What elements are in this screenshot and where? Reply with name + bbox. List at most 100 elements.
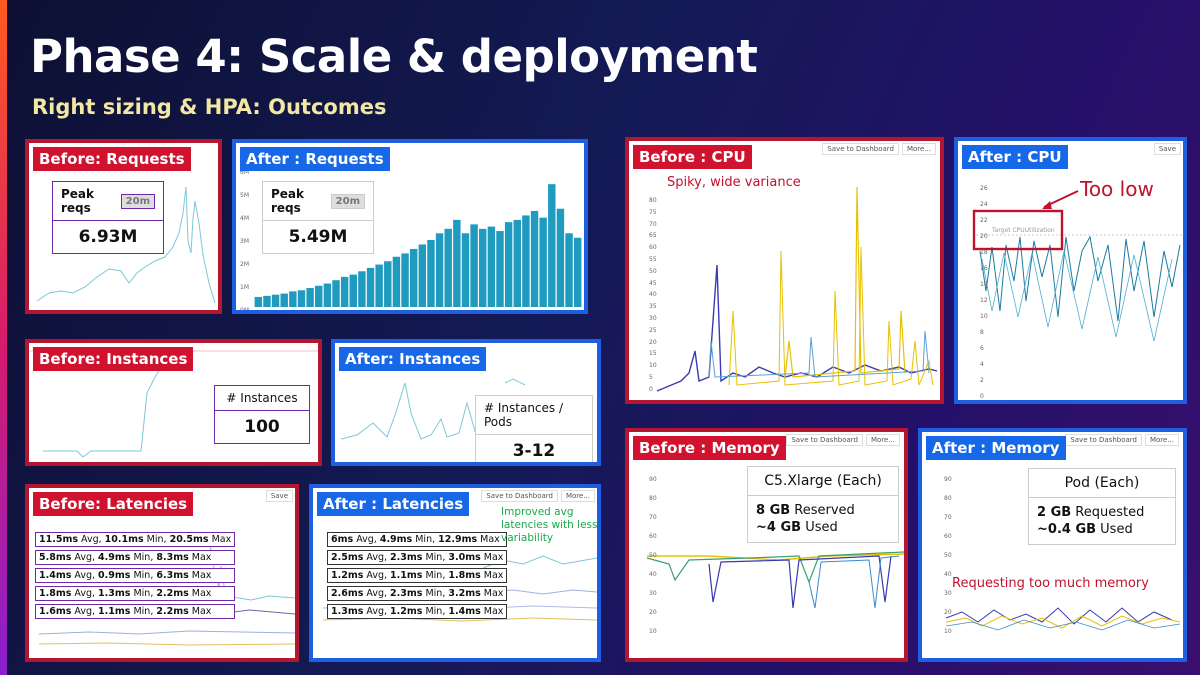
more-button[interactable]: More... <box>560 490 595 502</box>
stat-label: # Instances / Pods <box>475 395 593 435</box>
y-tick-label: 6 <box>980 345 984 352</box>
before-requests-chart <box>36 186 216 304</box>
after-requests-stat: Peak reqs 20m 5.49M <box>262 181 374 254</box>
before-requests-panel: Before: Requests Peak reqs 20m 6.93M <box>25 139 222 314</box>
save-to-dashboard-button[interactable]: Save to Dashboard <box>822 143 899 155</box>
latency-row: 1.8ms Avg, 1.3ms Min, 2.2ms Max <box>35 586 236 601</box>
requests-bar <box>522 215 530 307</box>
latency-min-label: Min, <box>130 588 157 599</box>
y-tick-label: 6M <box>240 169 249 176</box>
toolbar: Save to Dashboard More... <box>783 434 900 446</box>
after-latency-list: 6ms Avg, 4.9ms Min, 12.9ms Max 2.5ms Avg,… <box>327 532 508 622</box>
window-badge: 20m <box>120 193 155 209</box>
latency-min: 1.1ms <box>390 570 423 581</box>
latency-row: 2.6ms Avg, 2.3ms Min, 3.2ms Max <box>327 586 508 601</box>
requests-bar <box>504 222 513 307</box>
latency-min-label: Min, <box>130 606 157 617</box>
latency-min: 4.9ms <box>379 534 413 545</box>
latency-max-label: Max <box>480 552 504 563</box>
requests-bar <box>496 231 504 307</box>
more-button[interactable]: More... <box>865 434 900 446</box>
latency-row: 6ms Avg, 4.9ms Min, 12.9ms Max <box>327 532 508 547</box>
more-button[interactable]: More... <box>1144 434 1179 446</box>
latency-min: 0.9ms <box>98 570 131 581</box>
stat-label: Peak reqs <box>271 187 305 215</box>
latency-avg: 2.6ms <box>331 588 364 599</box>
reserved-label: Reserved <box>794 503 855 518</box>
latency-min-label: Min, <box>130 570 157 581</box>
requested-value: 2 GB <box>1037 505 1072 520</box>
latency-avg: 1.6ms <box>39 606 72 617</box>
requests-bar <box>487 226 496 307</box>
before-instances-panel: Before: Instances # Instances 100 <box>25 339 322 466</box>
latency-min-label: Min, <box>422 588 449 599</box>
y-tick-label: 10 <box>980 313 988 320</box>
requests-bar <box>271 294 280 307</box>
save-to-dashboard-button[interactable]: Save to Dashboard <box>1065 434 1142 446</box>
y-tick-label: 40 <box>649 291 657 299</box>
y-tick-label: 16 <box>980 265 988 272</box>
latency-max: 1.8ms <box>448 570 481 581</box>
before-memory-panel: Before : Memory Save to Dashboard More...… <box>625 428 908 662</box>
latency-min-label: Min, <box>412 534 439 545</box>
latency-max-label: Max <box>480 606 504 617</box>
used-value: ~0.4 GB <box>1037 522 1097 537</box>
y-tick-label: 10 <box>944 628 952 635</box>
y-tick-label: 65 <box>649 232 657 240</box>
latency-min: 1.3ms <box>98 588 131 599</box>
before-requests-tag: Before: Requests <box>33 147 191 171</box>
y-tick-label: 20 <box>944 609 952 616</box>
memory-note: Requesting too much memory <box>952 576 1149 591</box>
slide-subtitle: Right sizing & HPA: Outcomes <box>32 95 387 119</box>
requested-label: Requested <box>1075 505 1145 520</box>
after-latencies-tag: After : Latencies <box>317 492 470 516</box>
latency-min-label: Min, <box>130 552 157 563</box>
latency-min: 4.9ms <box>98 552 131 563</box>
too-low-callout: Too low <box>1080 177 1154 201</box>
each-label: (Each) <box>1094 475 1140 491</box>
y-tick-label: 40 <box>649 571 657 578</box>
requests-bar <box>280 293 288 307</box>
save-to-dashboard-button[interactable]: Save to Dashboard <box>481 490 558 502</box>
before-cpu-panel: Before : CPU Save to Dashboard More... Sp… <box>625 137 944 404</box>
save-button[interactable]: Save <box>1153 143 1181 155</box>
y-tick-label: 45 <box>649 279 657 287</box>
save-to-dashboard-button[interactable]: Save to Dashboard <box>786 434 863 446</box>
latency-row: 1.4ms Avg, 0.9ms Min, 6.3ms Max <box>35 568 236 583</box>
y-tick-label: 20 <box>649 338 657 346</box>
before-cpu-tag: Before : CPU <box>633 145 752 169</box>
latency-avg: 11.5ms <box>39 534 78 545</box>
requests-bar <box>349 274 357 307</box>
each-label: (Each) <box>836 473 882 489</box>
latency-max: 20.5ms <box>169 534 209 545</box>
y-tick-label: 20 <box>649 609 657 616</box>
y-tick-label: 30 <box>944 590 952 597</box>
latency-max-label: Max <box>188 552 212 563</box>
y-tick-label: 80 <box>649 495 657 502</box>
after-requests-chart <box>254 184 582 307</box>
after-instances-tag: After: Instances <box>339 347 487 371</box>
latency-avg-label: Avg, <box>353 534 380 545</box>
after-memory-chart <box>945 607 1181 631</box>
before-memory-tag: Before : Memory <box>633 436 786 460</box>
y-tick-label: 18 <box>980 249 988 256</box>
used-label: Used <box>1100 522 1133 537</box>
toolbar: Save to Dashboard More... <box>819 143 936 155</box>
requests-bar <box>306 288 314 307</box>
latency-min-label: Min, <box>143 534 170 545</box>
requests-bar <box>323 283 332 307</box>
latency-avg-label: Avg, <box>71 570 99 581</box>
y-tick-label: 2M <box>240 261 249 268</box>
latency-min-label: Min, <box>422 552 449 563</box>
latency-max: 6.3ms <box>156 570 189 581</box>
more-button[interactable]: More... <box>901 143 936 155</box>
latency-avg: 1.8ms <box>39 588 72 599</box>
y-tick-label: 50 <box>649 267 657 275</box>
after-requests-tag: After : Requests <box>240 147 390 171</box>
latency-avg-label: Avg, <box>71 552 99 563</box>
save-to-dashboard-button[interactable]: Save <box>265 490 293 502</box>
y-tick-label: 0 <box>649 385 653 393</box>
y-tick-label: 90 <box>649 476 657 483</box>
latency-avg-label: Avg, <box>71 588 99 599</box>
latency-avg-label: Avg, <box>363 570 391 581</box>
